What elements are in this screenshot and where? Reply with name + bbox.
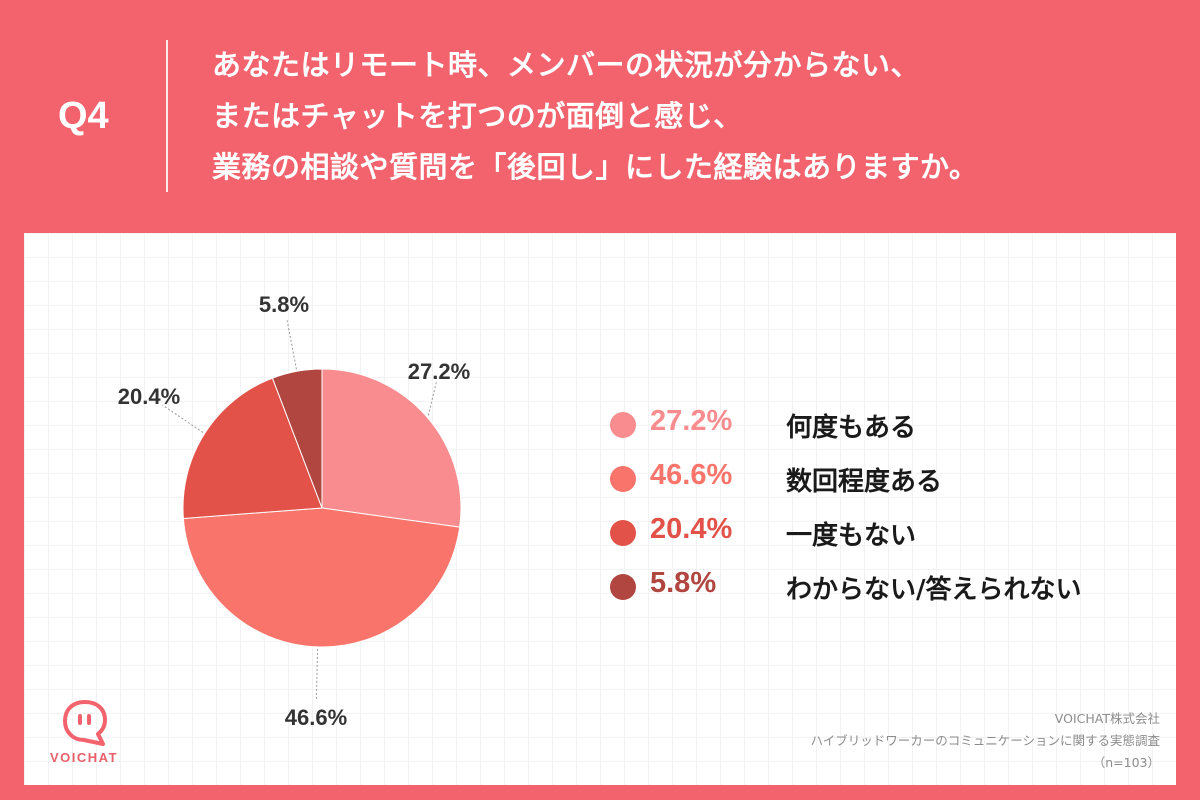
legend-percent: 20.4% <box>650 513 733 545</box>
legend-swatch <box>610 412 636 438</box>
legend-item: 5.8% わからない/答えられない <box>610 567 1170 621</box>
legend-swatch <box>610 520 636 546</box>
legend-swatch <box>610 466 636 492</box>
pie-slice <box>182 507 461 648</box>
header-divider <box>166 40 168 192</box>
legend-label: 数回程度ある <box>786 467 943 497</box>
legend-percent: 5.8% <box>650 567 717 599</box>
leader-line <box>286 320 297 370</box>
legend-label: 何度もある <box>786 413 917 443</box>
data-label: 27.2% <box>408 359 470 384</box>
legend-percent: 46.6% <box>650 459 733 491</box>
credits: VOICHAT株式会社 ハイブリッドワーカーのコミュニケーションに関する実態調査… <box>810 708 1160 774</box>
pie-slice <box>182 377 323 520</box>
legend-label: 一度もない <box>786 521 917 551</box>
data-label: 46.6% <box>285 705 347 730</box>
question-line: 業務の相談や質問を「後回し」にした経験はありますか。 <box>212 150 979 184</box>
legend-item: 46.6% 数回程度ある <box>610 459 1170 513</box>
leader-line <box>162 404 204 433</box>
legend-swatch <box>610 574 636 600</box>
legend-item: 27.2% 何度もある <box>610 405 1170 459</box>
voichat-logo-icon <box>63 700 107 746</box>
question-text: あなたはリモート時、メンバーの状況が分からない、 またはチャットを打つのが面倒と… <box>212 40 1172 193</box>
credit-sample: （n=103） <box>1092 755 1160 770</box>
chart-panel: 27.2% 46.6% 20.4% 5.8% 27.2% 何度もある 46.6% 数回… <box>24 233 1176 785</box>
data-label: 5.8% <box>259 292 309 317</box>
credit-survey: ハイブリッドワーカーのコミュニケーションに関する実態調査 <box>810 733 1160 748</box>
leader-line <box>315 648 319 700</box>
pie-slice <box>271 368 323 509</box>
data-label: 20.4% <box>118 384 180 409</box>
logo-wordmark: VOICHAT <box>50 750 119 765</box>
legend-label: わからない/答えられない <box>786 575 1082 605</box>
credit-company: VOICHAT株式会社 <box>1054 711 1160 726</box>
legend-percent: 27.2% <box>650 405 733 437</box>
legend-item: 20.4% 一度もない <box>610 513 1170 567</box>
question-number: Q4 <box>58 95 109 137</box>
question-line: またはチャットを打つのが面倒と感じ、 <box>212 99 743 133</box>
header: Q4 あなたはリモート時、メンバーの状況が分からない、 またはチャットを打つのが… <box>0 0 1200 232</box>
legend: 27.2% 何度もある 46.6% 数回程度ある 20.4% 一度もない 5.8… <box>610 405 1170 621</box>
leader-line <box>427 381 437 416</box>
pie-chart: 27.2% 46.6% 20.4% 5.8% <box>118 292 470 730</box>
question-line: あなたはリモート時、メンバーの状況が分からない、 <box>212 48 921 82</box>
pie-slice <box>321 368 462 528</box>
